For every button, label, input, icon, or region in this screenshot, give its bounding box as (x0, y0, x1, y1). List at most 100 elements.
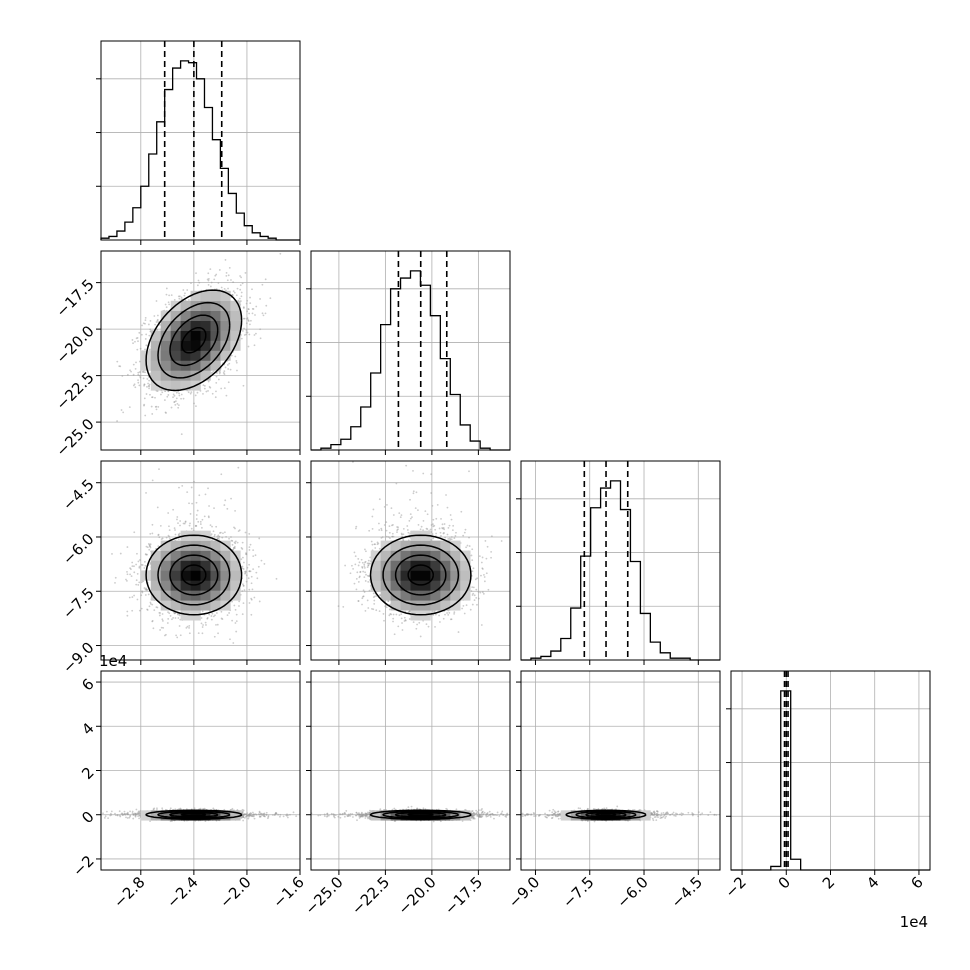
scatter-point (253, 334, 256, 336)
histogram-step (100, 60, 300, 241)
scatter-point (241, 330, 244, 332)
scatter-point (216, 623, 219, 626)
scatter-point (151, 603, 154, 606)
scatter-point (174, 454, 176, 456)
scatter-point (215, 273, 218, 276)
scatter-point (245, 574, 248, 577)
scatter-point (173, 400, 176, 403)
scatter-point (184, 292, 186, 295)
scatter-point (215, 390, 217, 393)
scatter-point (138, 581, 141, 584)
scatter-point (245, 580, 248, 583)
scatter-point (176, 402, 179, 405)
scatter-point (265, 304, 268, 307)
density-bin (230, 310, 241, 321)
scatter-point (131, 561, 134, 564)
scatter-point (244, 531, 247, 534)
scatter-point (175, 397, 178, 400)
scatter-point (177, 617, 180, 619)
scatter-point (176, 516, 179, 518)
scatter-point (126, 573, 129, 576)
scatter-point (231, 293, 234, 296)
scatter-point (165, 306, 168, 309)
scatter-point (119, 365, 122, 368)
scatter-point (195, 272, 197, 275)
scatter-point (237, 466, 240, 469)
scatter-point (224, 366, 227, 369)
scatter-point (225, 394, 228, 397)
scatter-point (157, 545, 160, 547)
scatter-point (143, 397, 146, 400)
scatter-point (264, 278, 267, 281)
scatter-point (132, 363, 135, 366)
scatter-point (242, 568, 245, 570)
density-bin (200, 340, 211, 351)
density-bin (210, 330, 221, 341)
scatter-point (213, 635, 216, 638)
scatter-point (235, 630, 238, 633)
scatter-point (230, 536, 232, 538)
scatter-point (250, 575, 253, 578)
density-bin (160, 370, 171, 381)
scatter-point (193, 402, 195, 405)
x-tick-label: 4 (863, 873, 882, 892)
scatter-point (126, 614, 129, 617)
scatter-point (131, 339, 134, 341)
scatter-point (138, 384, 141, 387)
scatter-point (240, 547, 243, 549)
scatter-point (209, 268, 212, 270)
scatter-point (177, 404, 180, 406)
scatter-point (158, 468, 160, 471)
scatter-point (215, 623, 217, 626)
scatter-point (252, 549, 255, 552)
scatter-point (149, 319, 152, 322)
scatter-point (172, 616, 175, 619)
scatter-point (180, 296, 183, 299)
scatter-point (151, 532, 154, 535)
scatter-point (147, 593, 150, 596)
scatter-point (183, 294, 186, 297)
scatter-point (207, 390, 209, 392)
scatter-point (244, 272, 247, 274)
scatter-point (164, 390, 166, 393)
scatter-point (146, 378, 149, 380)
scatter-point (224, 499, 227, 502)
scatter-point (179, 520, 182, 522)
scatter-point (97, 369, 99, 371)
scatter-point (224, 259, 227, 261)
scatter-point (173, 394, 176, 397)
density-bin (210, 310, 221, 321)
density-bin (210, 290, 221, 302)
scatter-point (249, 543, 252, 546)
scatter-point (239, 284, 242, 287)
scatter-point (135, 361, 137, 364)
y-tick-label: −20.0 (52, 322, 97, 367)
scatter-point (223, 287, 226, 290)
scatter-point (179, 634, 182, 637)
scatter-point (217, 537, 220, 540)
scatter-point (131, 596, 134, 598)
scatter-point (238, 297, 241, 300)
scatter-point (235, 620, 238, 623)
scatter-point (262, 314, 265, 317)
scatter-point (144, 338, 147, 340)
scatter-point (223, 370, 226, 373)
density-bin (170, 380, 181, 391)
scatter-point (125, 578, 127, 581)
density-bin (220, 320, 231, 331)
scatter-point (249, 302, 252, 305)
scatter-point (168, 612, 171, 615)
scatter-point (223, 387, 226, 390)
density-bin (160, 380, 171, 391)
scatter-point (178, 625, 181, 627)
scatter-point (247, 319, 250, 321)
scatter-point (186, 491, 189, 494)
scatter-point (211, 371, 214, 374)
scatter-point (197, 279, 200, 282)
scatter-point (228, 266, 231, 269)
scatter-point (212, 370, 215, 373)
scatter-point (150, 405, 153, 408)
scatter-point (148, 379, 150, 382)
scatter-point (255, 305, 258, 308)
scatter-point (206, 617, 209, 620)
